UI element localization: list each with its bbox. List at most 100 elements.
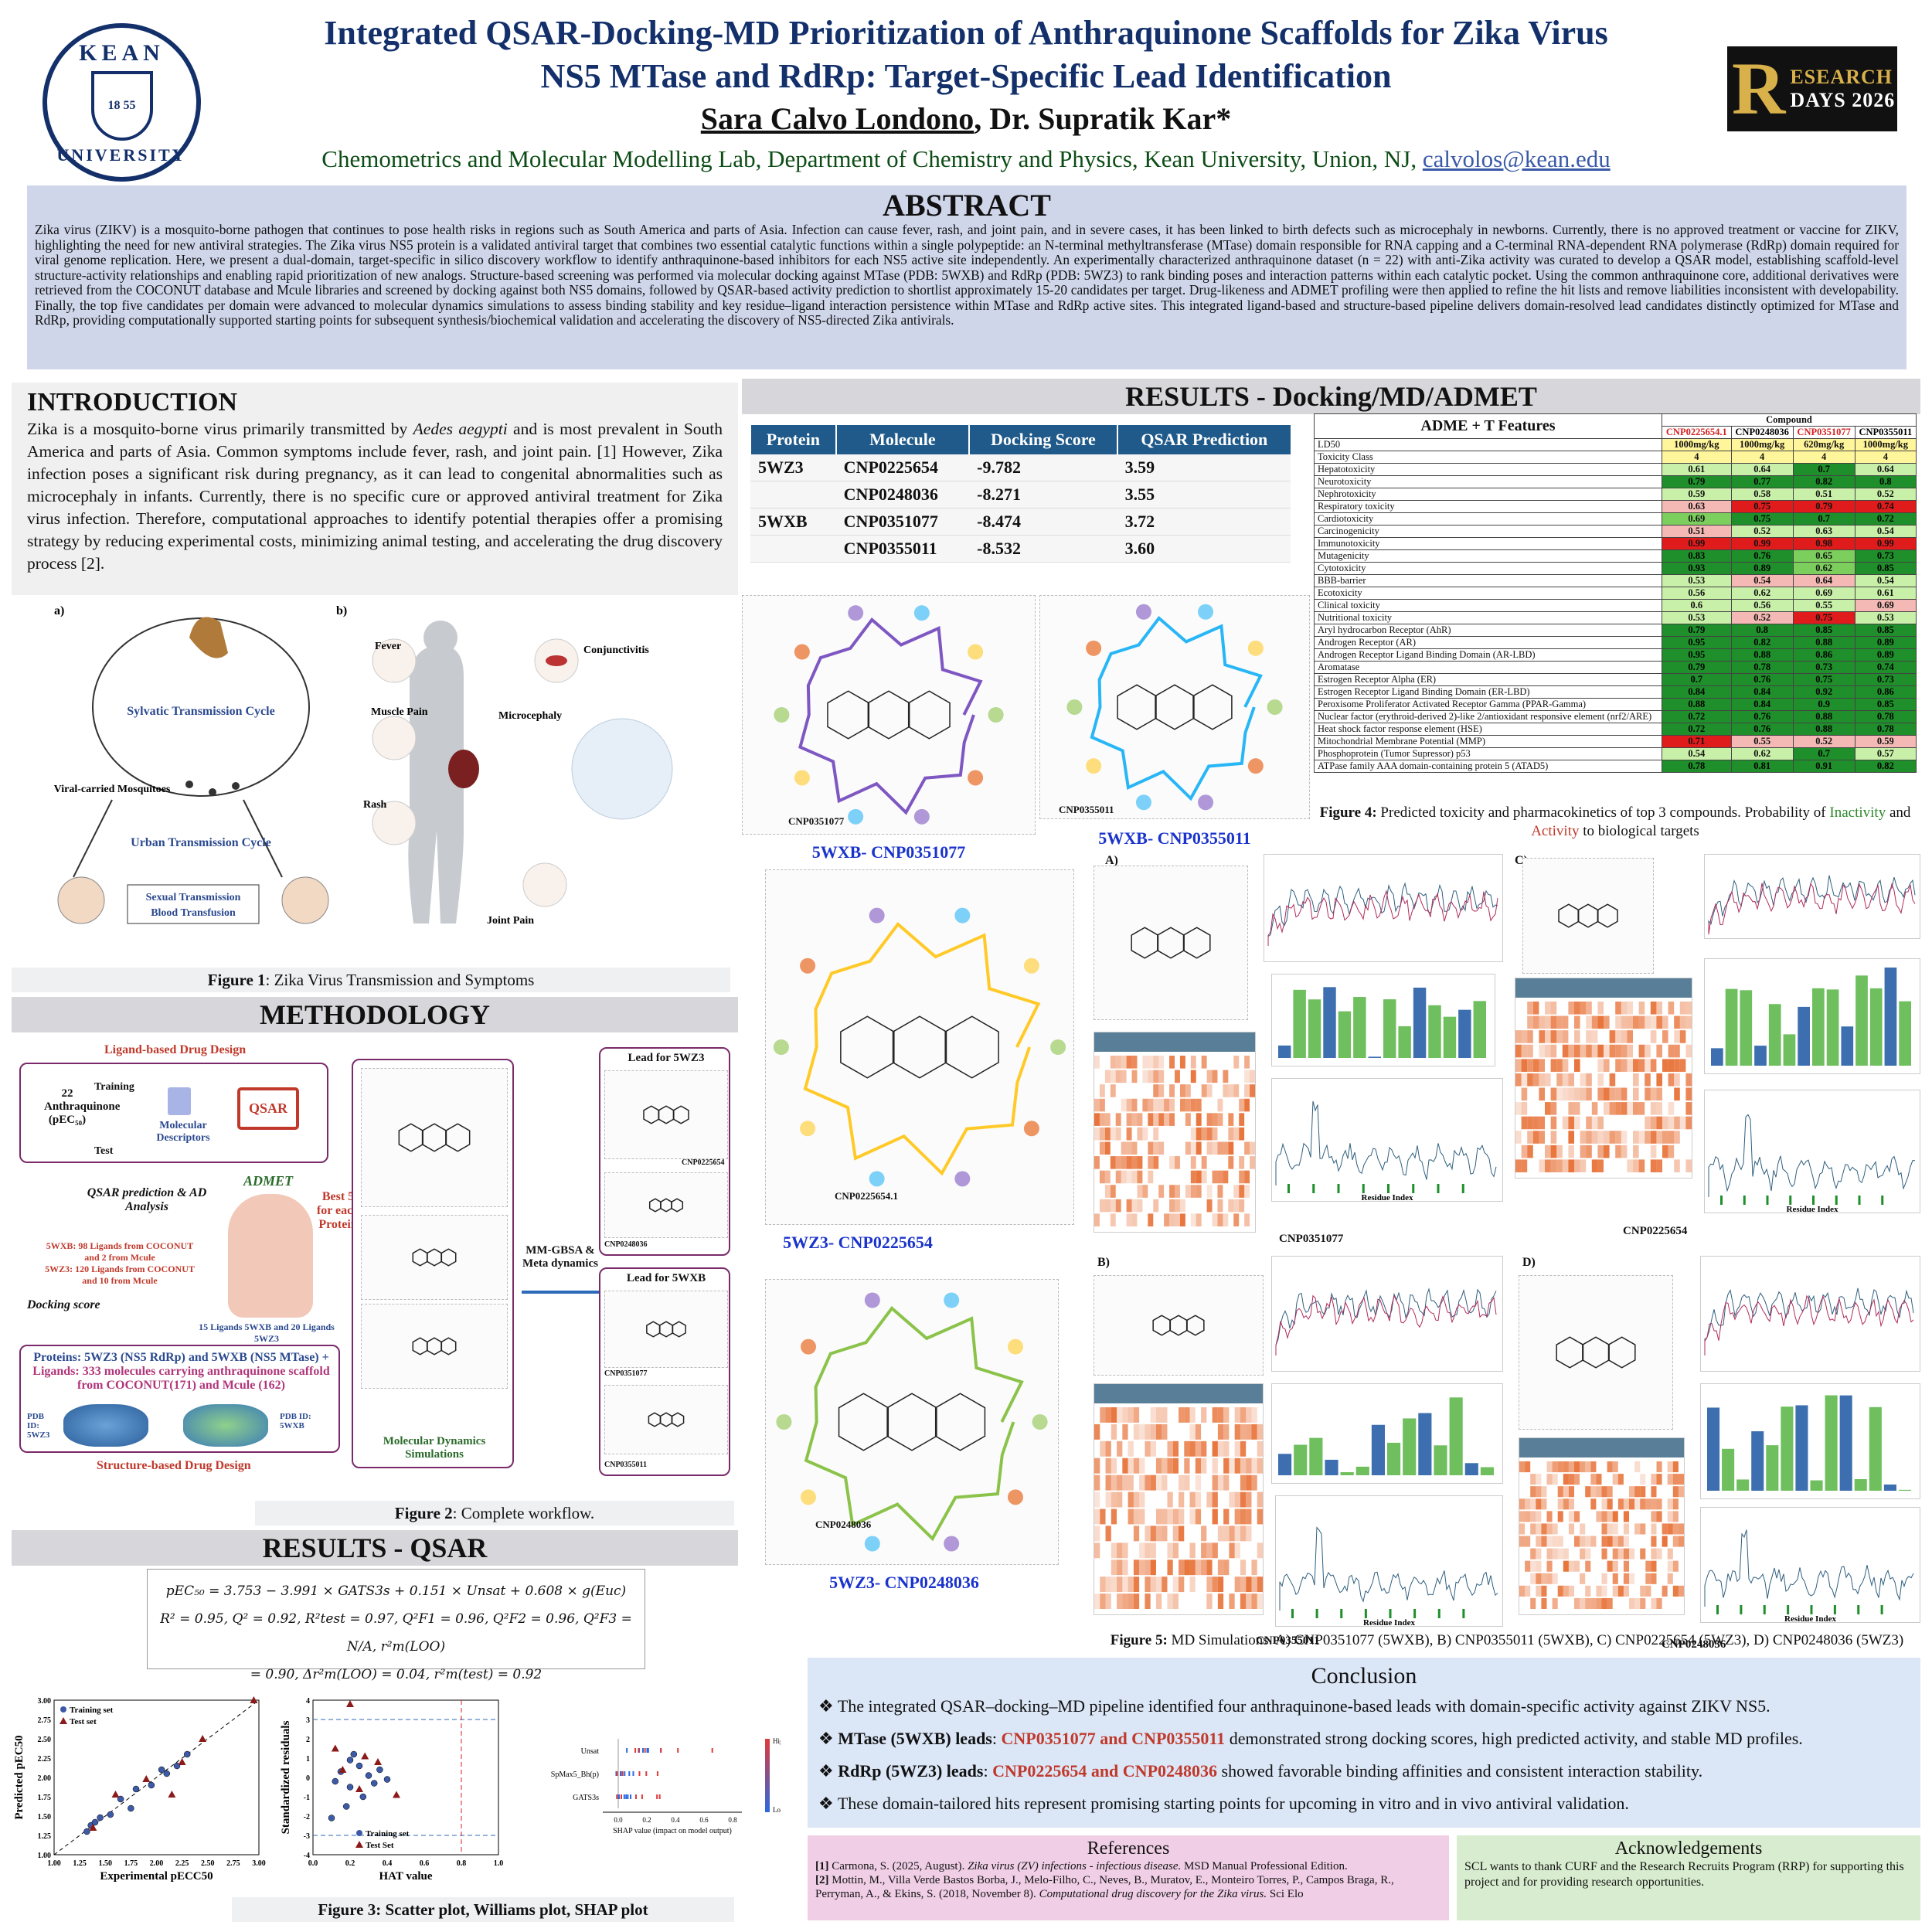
- heat-cell: [1111, 1560, 1117, 1575]
- heat-cell: [1173, 1577, 1179, 1592]
- table-cell: 0.72: [1855, 513, 1916, 526]
- heat-cell: [1624, 1498, 1629, 1509]
- heat-cell: [1651, 1016, 1657, 1029]
- affiliation: Chemometrics and Molecular Modelling Lab…: [232, 145, 1700, 173]
- heat-cell: [1592, 1159, 1598, 1172]
- heat-cell: [1206, 1594, 1212, 1609]
- heat-cell: [1122, 1594, 1128, 1609]
- heat-cell: [1615, 1045, 1621, 1058]
- heat-cell: [1580, 1523, 1585, 1534]
- table-cell: 0.88: [1662, 699, 1732, 711]
- heat-cell: [1585, 1586, 1590, 1597]
- heat-cell: [1674, 1131, 1680, 1144]
- heat-cell: [1100, 1113, 1105, 1126]
- x-tick-label: 0.6: [420, 1859, 430, 1868]
- heat-cell: [1556, 1016, 1563, 1029]
- md-plot-drawing: [1272, 975, 1495, 1066]
- contact-marker: [1789, 1196, 1791, 1205]
- email-link[interactable]: calvolos@kean.edu: [1423, 145, 1611, 172]
- table-cell: 0.62: [1731, 587, 1793, 600]
- heat-cell: [1525, 1586, 1530, 1597]
- heat-cell: [1139, 1492, 1145, 1508]
- md-plot-drawing: [1701, 1384, 1920, 1498]
- ring-bond: [648, 1413, 660, 1427]
- heat-cell: [1624, 1523, 1629, 1534]
- heat-cell: [1610, 1030, 1616, 1043]
- contact-bar: [1707, 1407, 1719, 1491]
- ring-bond: [672, 1413, 683, 1427]
- heat-cell: [1122, 1424, 1128, 1440]
- table-cell: 620mg/kg: [1793, 439, 1855, 451]
- table-cell: 0.58: [1731, 488, 1793, 501]
- heat-cell: [1539, 1059, 1545, 1072]
- heat-cell: [1633, 1059, 1639, 1072]
- table-cell: 0.62: [1793, 563, 1855, 575]
- heat-cell: [1553, 1549, 1558, 1560]
- heat-cell: [1180, 1099, 1185, 1112]
- heat-cell: [1530, 1561, 1536, 1572]
- table-row: Carcinogenicity 0.51 0.52 0.63 0.54: [1315, 526, 1917, 538]
- heat-cell: [1201, 1407, 1206, 1423]
- heat-cell: [1148, 1070, 1153, 1083]
- heat-cell: [1094, 1424, 1100, 1440]
- heat-cell: [1634, 1523, 1640, 1534]
- md-ligand-interaction-icon: [361, 1068, 508, 1207]
- heat-cell: [1246, 1526, 1251, 1541]
- heat-cell: [1158, 1099, 1164, 1112]
- label-5wxb-cnp0351077: 5WXB- CNP0351077: [773, 842, 1005, 862]
- heat-cell: [1218, 1577, 1223, 1592]
- heat-cell: [1547, 1474, 1553, 1485]
- contact-marker: [1362, 1184, 1365, 1193]
- table-cell: BBB-barrier: [1315, 575, 1662, 587]
- table-cell: 0.89: [1855, 637, 1916, 649]
- docking-col-header: QSAR Prediction: [1117, 425, 1291, 454]
- residue-marker: [774, 707, 789, 723]
- heat-cell: [1580, 1145, 1587, 1158]
- heat-cell: [1685, 1016, 1692, 1029]
- heat-cell: [1668, 1073, 1675, 1087]
- heat-cell: [1121, 1056, 1127, 1069]
- heat-cell: [1132, 1171, 1138, 1184]
- residue-marker: [1198, 794, 1213, 810]
- adme-compound-header: CNP0351077: [1793, 427, 1855, 439]
- heat-cell: [1547, 1523, 1553, 1534]
- contact-marker: [1764, 1605, 1766, 1614]
- heat-cell: [1100, 1128, 1105, 1141]
- heat-cell: [1522, 1059, 1528, 1072]
- heat-cell: [1525, 1511, 1530, 1522]
- shap-point: [635, 1794, 637, 1799]
- kean-seal-icon: 18 55: [91, 71, 153, 141]
- contact-bar: [1369, 1056, 1381, 1058]
- y-tick-label: 1: [306, 1755, 310, 1764]
- contact-bar: [1827, 989, 1839, 1066]
- heat-cell: [1569, 1486, 1574, 1497]
- contact-bar: [1754, 1046, 1767, 1066]
- heat-cell: [1132, 1056, 1138, 1069]
- heat-cell: [1128, 1509, 1134, 1525]
- heat-cell: [1553, 1598, 1558, 1609]
- heat-cell: [1235, 1526, 1240, 1541]
- heat-cell: [1179, 1509, 1184, 1525]
- heat-cell: [1536, 1511, 1541, 1522]
- ring-bond: [644, 1106, 659, 1124]
- heat-cell: [1574, 1088, 1580, 1101]
- heat-cell: [1627, 1002, 1633, 1015]
- heat-cell: [1116, 1199, 1121, 1213]
- heat-cell: [1218, 1594, 1223, 1609]
- structure-box: Proteins: 5WZ3 (NS5 RdRp) and 5WXB (NS5 …: [19, 1345, 340, 1453]
- heat-cell: [1568, 1131, 1574, 1144]
- heat-cell: [1569, 1511, 1574, 1522]
- table-cell: 0.99: [1662, 538, 1732, 550]
- heat-cell: [1629, 1573, 1634, 1584]
- table-cell: 3.55: [1117, 481, 1291, 509]
- table-cell: 0.88: [1793, 711, 1855, 723]
- heat-cell: [1657, 1549, 1662, 1560]
- heat-cell: [1585, 1486, 1590, 1497]
- contact-marker: [1340, 1609, 1342, 1618]
- heat-cell: [1522, 1102, 1528, 1115]
- heat-cell: [1201, 1441, 1206, 1457]
- table-cell: 0.99: [1731, 538, 1793, 550]
- ring-bond: [1193, 685, 1232, 730]
- heat-cell: [1100, 1509, 1105, 1525]
- contact-marker: [1811, 1605, 1813, 1614]
